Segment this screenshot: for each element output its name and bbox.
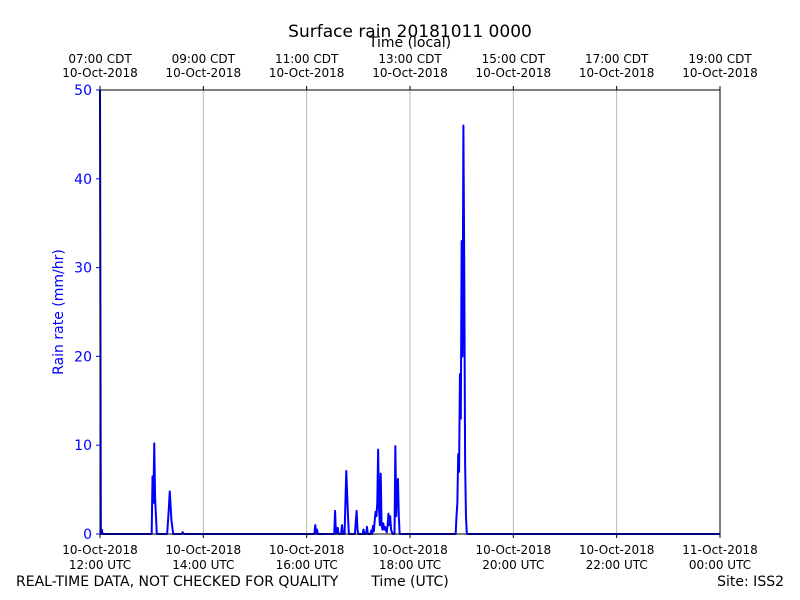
y-tick-label: 50 — [74, 83, 92, 99]
x-tick-label-time: 22:00 UTC — [586, 558, 648, 572]
rain-rate-line — [99, 89, 720, 535]
x-tick-label-time: 16:00 UTC — [276, 558, 338, 572]
x2-tick-label-date: 10-Oct-2018 — [372, 66, 448, 80]
x2-tick-label-time: 07:00 CDT — [68, 52, 132, 66]
site-label: Site: ISS2 — [717, 574, 784, 590]
x2-tick-label-time: 17:00 CDT — [585, 52, 649, 66]
x-tick-label-date: 10-Oct-2018 — [372, 543, 448, 557]
x2-tick-label-date: 10-Oct-2018 — [166, 66, 242, 80]
chart-title: Surface rain 20181011 0000 — [288, 22, 532, 42]
y-tick-label: 20 — [74, 349, 92, 365]
x-tick-label-date: 11-Oct-2018 — [682, 543, 758, 557]
x2-tick-label-time: 19:00 CDT — [688, 52, 752, 66]
x-tick-label-date: 10-Oct-2018 — [476, 543, 552, 557]
y-axis-label: Rain rate (mm/hr) — [51, 249, 67, 375]
x2-tick-label-time: 15:00 CDT — [482, 52, 546, 66]
y-tick-label: 0 — [83, 527, 92, 543]
x-tick-label-time: 00:00 UTC — [689, 558, 751, 572]
x-tick-label-date: 10-Oct-2018 — [579, 543, 655, 557]
x-tick-label-date: 10-Oct-2018 — [166, 543, 242, 557]
x-tick-label-time: 12:00 UTC — [69, 558, 131, 572]
x-tick-label-time: 14:00 UTC — [172, 558, 234, 572]
x2-tick-label-date: 10-Oct-2018 — [476, 66, 552, 80]
x2-tick-label-date: 10-Oct-2018 — [269, 66, 345, 80]
y-tick-label: 40 — [74, 172, 92, 188]
y-tick-label: 10 — [74, 438, 92, 454]
x2-tick-label-date: 10-Oct-2018 — [682, 66, 758, 80]
x2-tick-label-time: 09:00 CDT — [172, 52, 236, 66]
x-tick-label-date: 10-Oct-2018 — [269, 543, 345, 557]
x-tick-label-time: 18:00 UTC — [379, 558, 441, 572]
x2-tick-label-time: 13:00 CDT — [378, 52, 442, 66]
x-tick-label-time: 20:00 UTC — [482, 558, 544, 572]
x2-tick-label-date: 10-Oct-2018 — [579, 66, 655, 80]
top-axis-label: Time (local) — [368, 35, 451, 51]
grid — [202, 90, 618, 534]
quality-notice: REAL-TIME DATA, NOT CHECKED FOR QUALITY — [16, 574, 339, 590]
x2-tick-label-date: 10-Oct-2018 — [62, 66, 138, 80]
x-axis-label: Time (UTC) — [371, 574, 449, 590]
x2-tick-label-time: 11:00 CDT — [275, 52, 339, 66]
x-tick-label-date: 10-Oct-2018 — [62, 543, 138, 557]
series-layer — [99, 89, 720, 535]
y-tick-label: 30 — [74, 261, 92, 277]
